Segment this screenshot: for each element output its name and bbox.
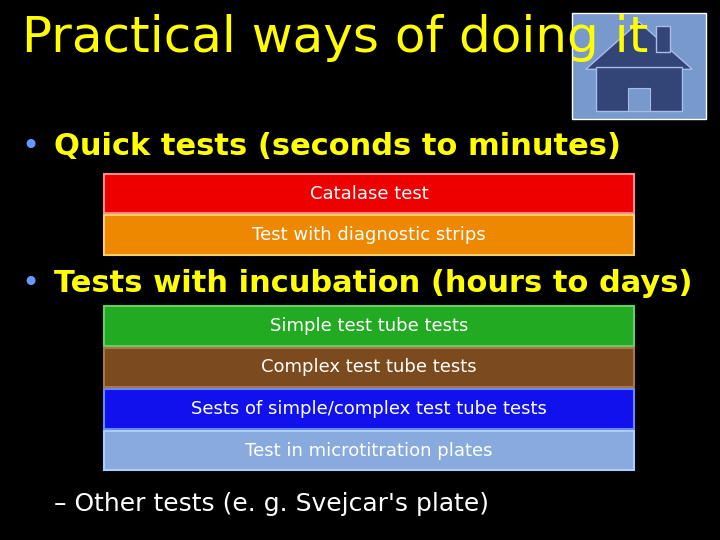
Text: Complex test tube tests: Complex test tube tests (261, 359, 477, 376)
Bar (629, 88, 649, 111)
Text: •: • (22, 269, 40, 298)
Text: •: • (22, 132, 40, 161)
Text: Sests of simple/complex test tube tests: Sests of simple/complex test tube tests (191, 400, 547, 418)
Bar (104, 306, 634, 346)
Text: Test with diagnostic strips: Test with diagnostic strips (252, 226, 486, 244)
Bar (104, 174, 634, 213)
Text: Simple test tube tests: Simple test tube tests (270, 317, 468, 335)
Bar (104, 431, 634, 470)
Bar (572, 14, 706, 119)
Polygon shape (586, 22, 693, 69)
Bar (596, 67, 682, 111)
Text: Practical ways of doing it: Practical ways of doing it (22, 14, 648, 62)
Text: Quick tests (seconds to minutes): Quick tests (seconds to minutes) (54, 132, 621, 161)
Text: Tests with incubation (hours to days): Tests with incubation (hours to days) (54, 269, 693, 298)
Bar (104, 215, 634, 255)
Text: Test in microtitration plates: Test in microtitration plates (246, 442, 492, 460)
Bar (104, 389, 634, 429)
Bar (104, 348, 634, 387)
Bar (657, 26, 670, 52)
Text: Catalase test: Catalase test (310, 185, 428, 202)
Text: – Other tests (e. g. Svejcar's plate): – Other tests (e. g. Svejcar's plate) (54, 492, 489, 516)
